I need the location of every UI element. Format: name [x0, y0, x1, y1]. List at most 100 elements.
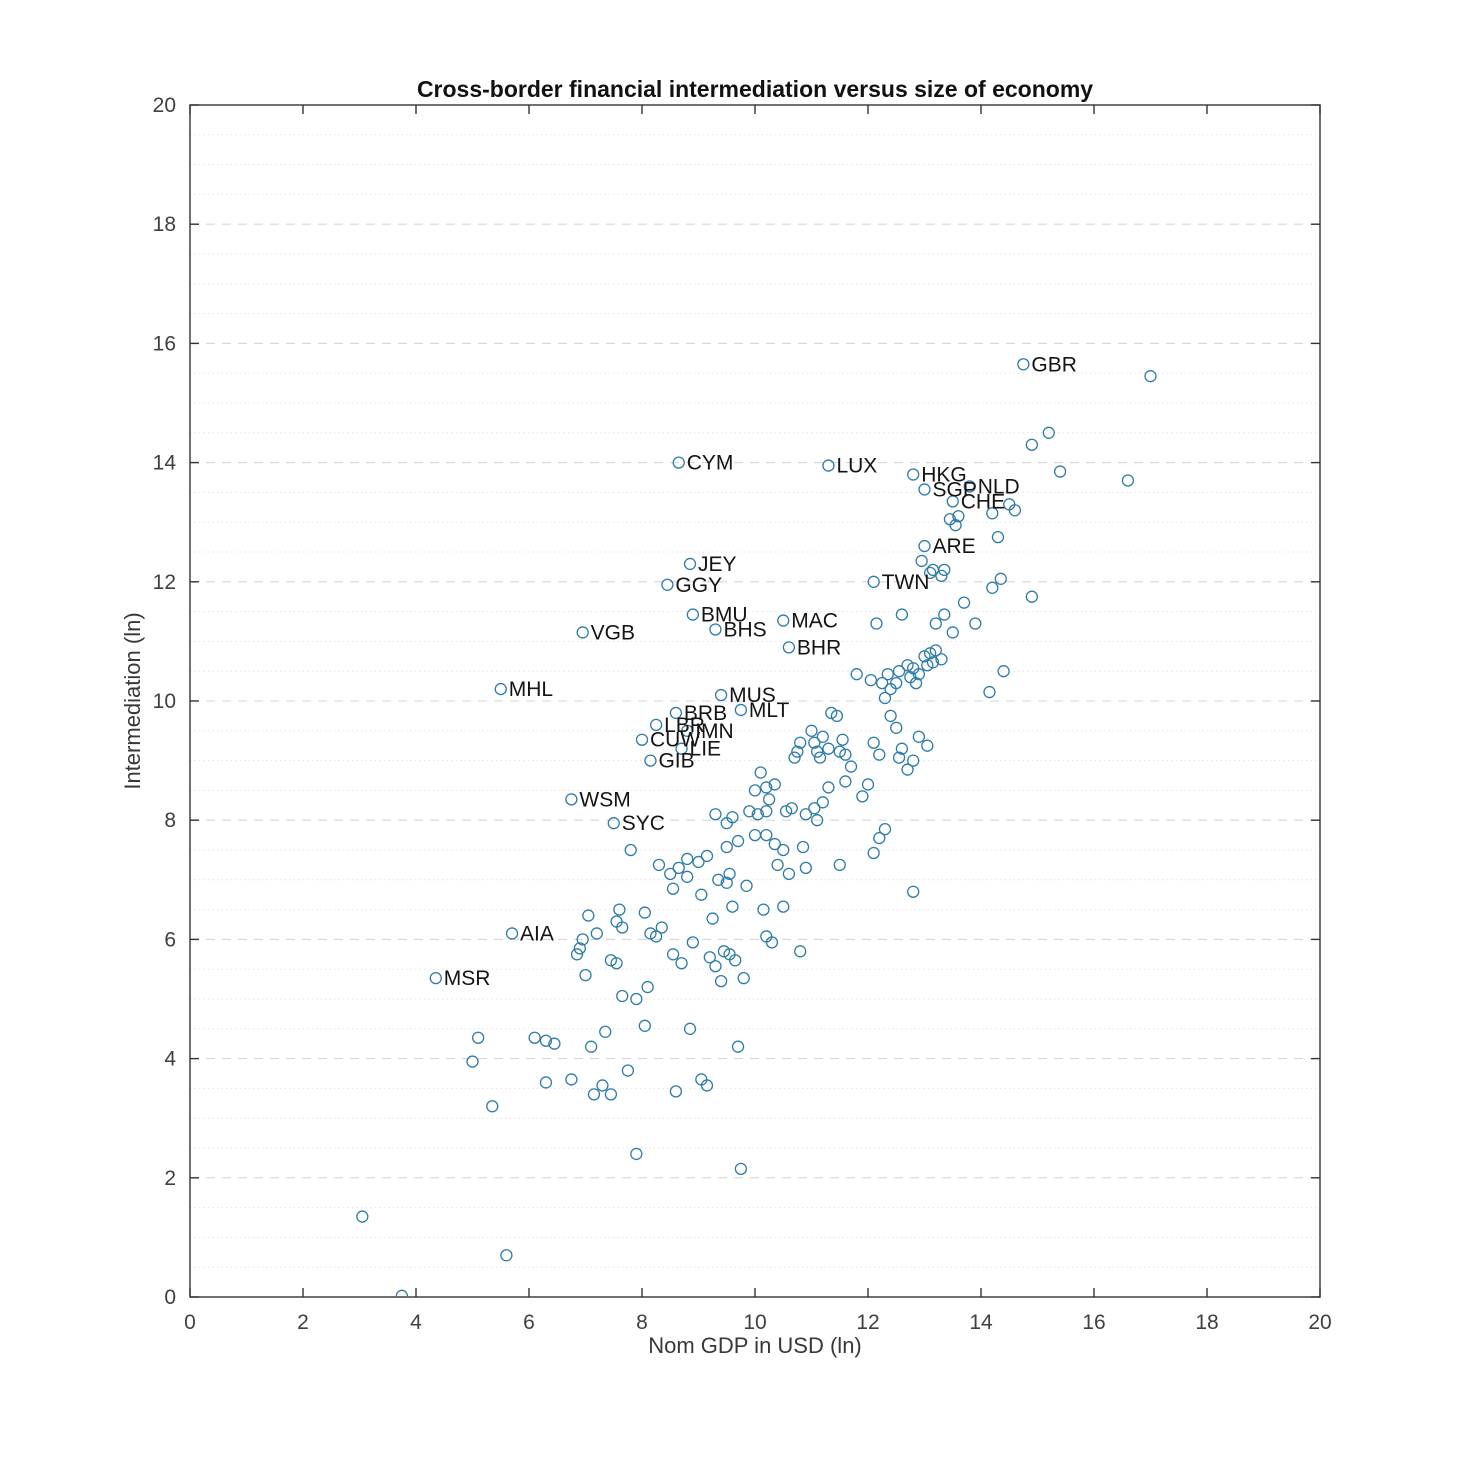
scatter-point	[1053, 465, 1067, 478]
scatter-point	[833, 745, 846, 758]
scatter-point	[878, 691, 892, 705]
x-tick-label: 2	[297, 1311, 309, 1334]
scatter-point	[695, 888, 708, 901]
scatter-point	[664, 867, 677, 880]
scatter-point	[946, 495, 959, 508]
x-tick-label: 20	[1308, 1311, 1331, 1334]
scatter-point	[681, 724, 694, 737]
scatter-point	[1144, 370, 1157, 383]
scatter-point	[873, 831, 886, 845]
scatter-point	[1121, 474, 1135, 487]
scatter-point	[686, 608, 699, 621]
scatter-point	[737, 971, 750, 985]
scatter-point	[604, 1088, 618, 1101]
scatter-point	[892, 751, 906, 764]
scatter-point	[731, 834, 745, 848]
scatter-point	[641, 980, 654, 994]
scatter-point	[621, 1064, 635, 1077]
scatter-point	[709, 960, 722, 973]
scatter-point	[1025, 590, 1038, 603]
scatter-point	[743, 805, 756, 818]
scatter-point	[717, 945, 731, 958]
scatter-point	[929, 617, 942, 630]
scatter-point	[760, 805, 773, 818]
scatter-point	[500, 1249, 513, 1262]
y-tick-label: 14	[153, 452, 177, 475]
scatter-point	[726, 900, 739, 913]
scatter-point	[590, 927, 603, 940]
scatter-point	[757, 903, 770, 916]
scatter-point	[624, 843, 637, 857]
scatter-point	[649, 718, 663, 731]
scatter-point	[935, 653, 948, 666]
point-label-lux: LUX	[836, 455, 877, 478]
scatter-point	[924, 647, 937, 660]
scatter-point	[734, 1162, 748, 1176]
scatter-point	[729, 954, 742, 967]
scatter-point	[873, 748, 886, 761]
scatter-point	[799, 808, 812, 821]
major-gridlines	[190, 223, 1320, 1179]
scatter-point	[596, 1079, 609, 1092]
point-label-mus: MUS	[729, 684, 776, 707]
scatter-point	[997, 665, 1010, 678]
scatter-point	[856, 790, 869, 803]
scatter-point	[768, 837, 781, 851]
point-label-gbr: GBR	[1031, 353, 1077, 376]
scatter-points	[356, 358, 1157, 1297]
scatter-point	[822, 742, 835, 755]
point-label-bhs: BHS	[723, 618, 766, 641]
x-tick-label: 14	[969, 1311, 993, 1334]
scatter-point	[723, 867, 736, 880]
scatter-point	[796, 840, 810, 854]
scatter-point	[649, 930, 663, 943]
scatter-point	[638, 906, 651, 919]
scatter-point	[356, 1210, 369, 1223]
scatter-point	[494, 682, 507, 696]
scatter-point	[466, 1055, 479, 1068]
scatter-point	[884, 709, 897, 723]
point-label-msr: MSR	[444, 967, 491, 990]
scatter-point	[822, 781, 835, 794]
scatter-point	[720, 817, 733, 830]
scatter-point	[952, 510, 965, 523]
scatter-point	[926, 656, 940, 669]
scatter-point	[539, 1076, 553, 1089]
scatter-point	[1042, 426, 1055, 439]
scatter-point	[822, 459, 835, 472]
scatter-point	[616, 921, 629, 934]
point-label-twn: TWN	[882, 571, 930, 594]
scatter-point	[779, 805, 793, 818]
point-label-imn: IMN	[695, 720, 734, 743]
y-axis-label: Intermediation (ln)	[120, 612, 145, 789]
scatter-point	[539, 1034, 553, 1047]
scatter-point	[861, 778, 875, 791]
scatter-point	[938, 608, 951, 621]
scatter-point	[969, 617, 982, 630]
scatter-point	[672, 861, 685, 875]
scatter-point	[867, 736, 880, 749]
scatter-point	[669, 1085, 683, 1098]
scatter-point	[610, 957, 623, 970]
scatter-point	[825, 706, 838, 720]
scatter-point	[714, 688, 728, 702]
scatter-point	[607, 817, 620, 830]
scatter-point	[788, 751, 801, 764]
y-tick-label: 12	[153, 571, 176, 594]
scatter-point	[709, 808, 722, 821]
point-label-gib: GIB	[658, 750, 694, 773]
scatter-point	[587, 1088, 601, 1101]
scatter-point	[878, 822, 892, 836]
scatter-point	[907, 468, 920, 481]
y-tick-label: 10	[153, 690, 176, 713]
scatter-point	[573, 942, 586, 955]
scatter-point	[762, 793, 776, 806]
scatter-point	[782, 641, 796, 654]
scatter-point	[816, 730, 829, 743]
scatter-point	[918, 483, 931, 496]
scatter-point	[813, 751, 827, 764]
scatter-point	[748, 828, 762, 842]
scatter-point	[907, 885, 920, 898]
